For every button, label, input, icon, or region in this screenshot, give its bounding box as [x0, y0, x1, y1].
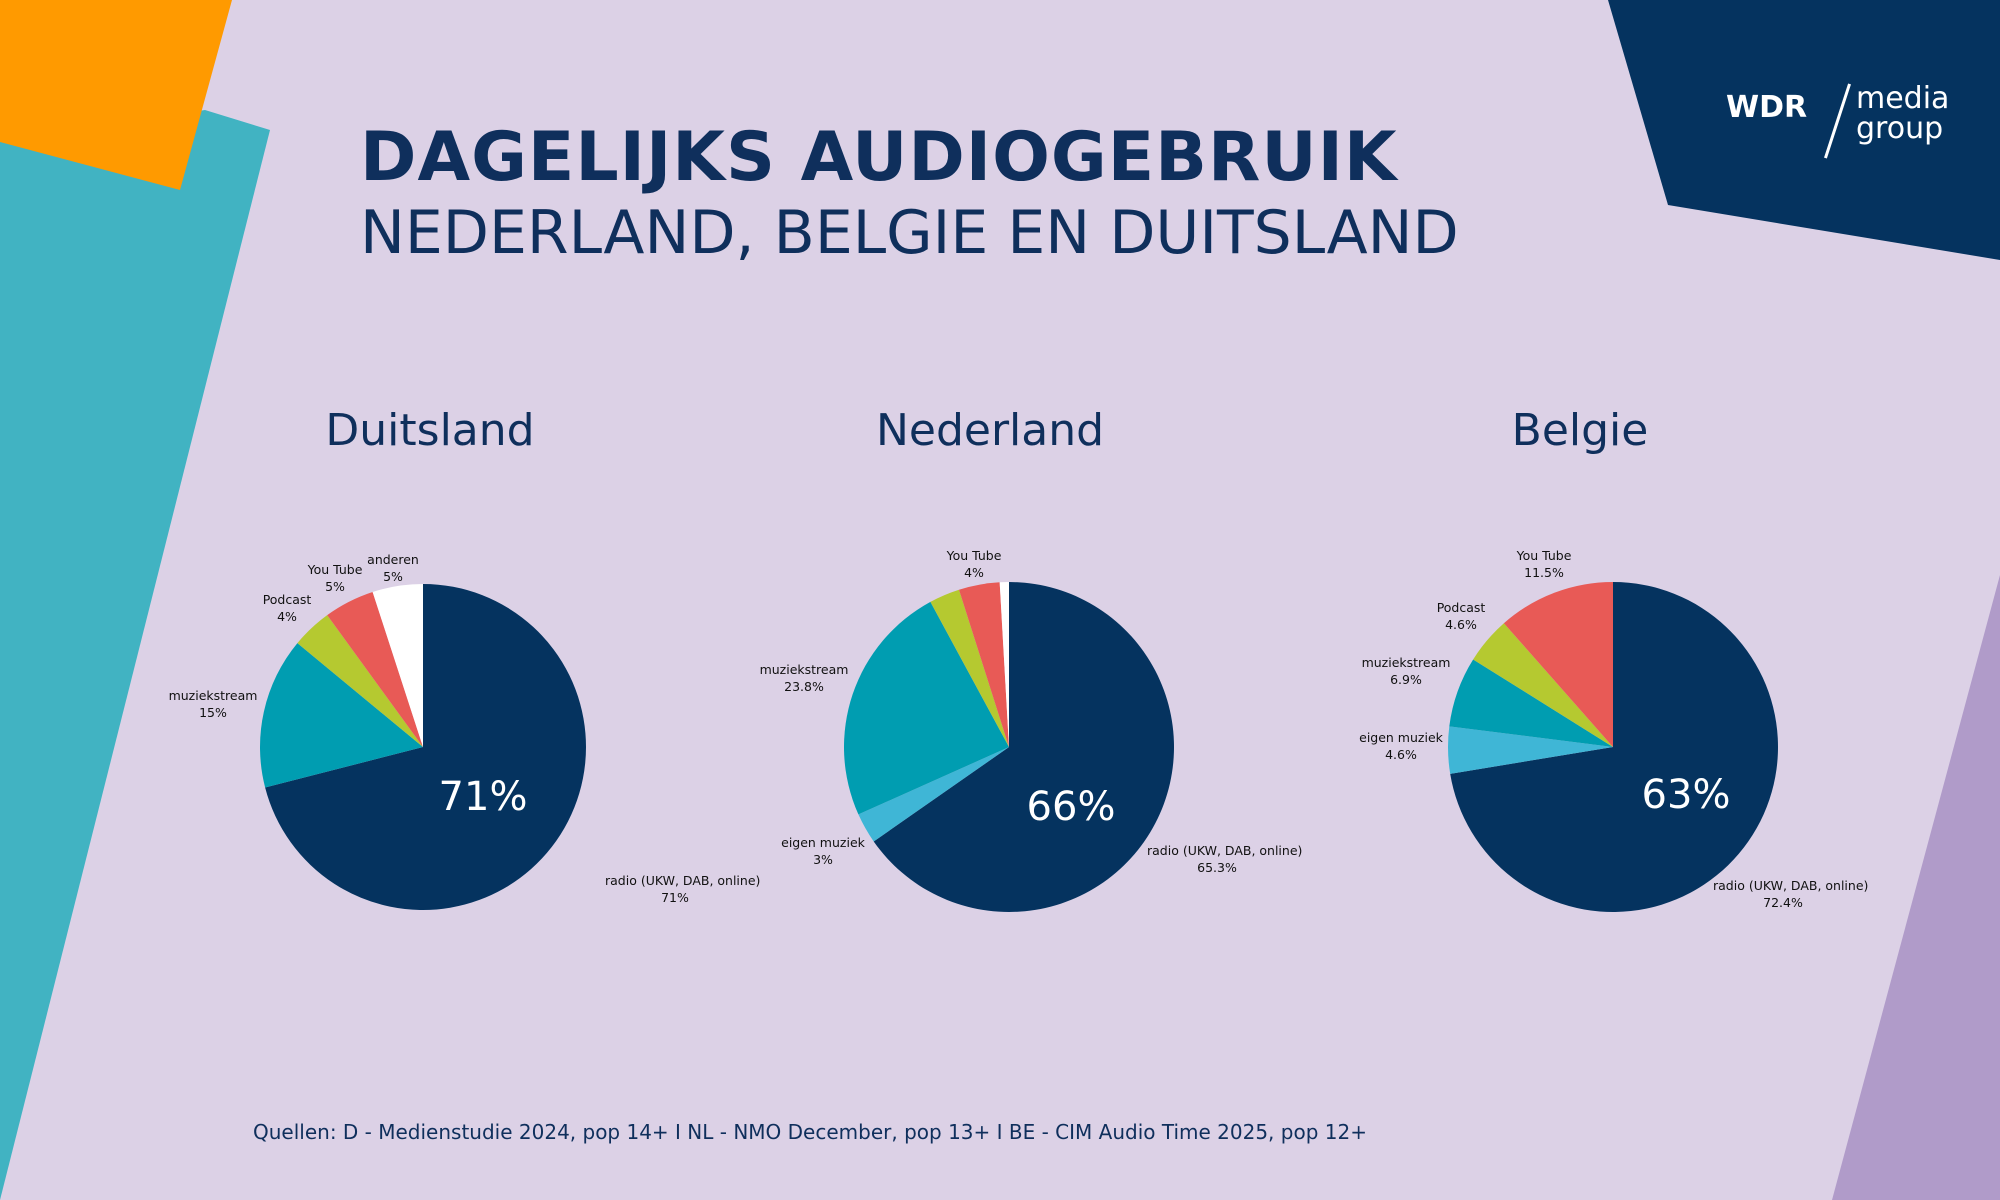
logo-line-2: group — [1856, 111, 1944, 146]
pie-slice — [858, 747, 1009, 842]
slice-label: muziekstream 6.9% — [1362, 655, 1451, 687]
pie-slice — [1447, 726, 1613, 774]
pie-slice — [372, 584, 423, 747]
slice-label: radio (UKW, DAB, online) 71% — [605, 873, 760, 905]
orange-corner — [0, 0, 232, 190]
slice-label: radio (UKW, DAB, online) 72.4% — [1713, 878, 1868, 910]
pie-slice — [930, 589, 1009, 747]
pie-chart-belgie: Belgie radio (UKW, DAB, online) 72.4% eigen… — [1359, 405, 1868, 912]
slice-label: You Tube 11.5% — [1516, 548, 1572, 580]
center-percentage: 63% — [1642, 772, 1731, 818]
slice-label: eigen muziek 3% — [781, 835, 866, 867]
wdr-media-group-logo: WDR media group — [1720, 80, 1949, 160]
pie-slice — [265, 584, 586, 911]
slice-label: muziekstream 15% — [169, 688, 258, 720]
pie-slice — [873, 582, 1174, 912]
logo-line-1: media — [1856, 81, 1950, 116]
slice-label: You Tube 4% — [946, 548, 1002, 580]
navy-corner — [1608, 0, 2000, 260]
pie-slice — [1503, 582, 1613, 747]
pie-chart-nederland: Nederland radio (UKW, DAB, online) 65.3% ei… — [760, 405, 1302, 912]
chart-title: Nederland — [876, 405, 1104, 456]
page-subtitle: NEDERLAND, BELGIE EN DUITSLAND — [360, 198, 1459, 268]
slice-label: Podcast 4% — [263, 592, 312, 624]
logo-wdr-text: WDR — [1726, 90, 1808, 125]
page-title: DAGELIJKS AUDIOGEBRUIK — [360, 118, 1398, 197]
logo-media-group-text: media group — [1856, 84, 1949, 144]
pie-chart-duitsland: Duitsland radio (UKW, DAB, online) 71% muzi… — [169, 405, 760, 911]
center-percentage: 71% — [439, 774, 528, 820]
chart-title: Belgie — [1512, 405, 1649, 456]
pie-slice — [327, 591, 423, 747]
slice-label: You Tube 5% — [307, 562, 363, 594]
pie-slice — [297, 615, 423, 747]
slice-label: anderen 5% — [367, 552, 419, 584]
slice-label: muziekstream 23.8% — [760, 662, 849, 694]
purple-stripe — [1832, 575, 2000, 1200]
pie-slice — [1450, 582, 1778, 912]
pie-slice — [1449, 659, 1613, 747]
pie-slice — [843, 601, 1009, 815]
teal-stripe — [0, 110, 270, 1200]
pie-slice — [999, 582, 1009, 747]
slice-label: Podcast 4.6% — [1437, 600, 1486, 632]
pie-slice — [1473, 623, 1613, 747]
slice-label: eigen muziek 4.6% — [1359, 730, 1444, 762]
pie-slice — [958, 582, 1009, 747]
chart-title: Duitsland — [325, 405, 534, 456]
pie-slice — [259, 643, 423, 788]
slice-label: radio (UKW, DAB, online) 65.3% — [1147, 843, 1302, 875]
center-percentage: 66% — [1027, 784, 1116, 830]
source-note: Quellen: D - Medienstudie 2024, pop 14+ … — [253, 1120, 1367, 1144]
